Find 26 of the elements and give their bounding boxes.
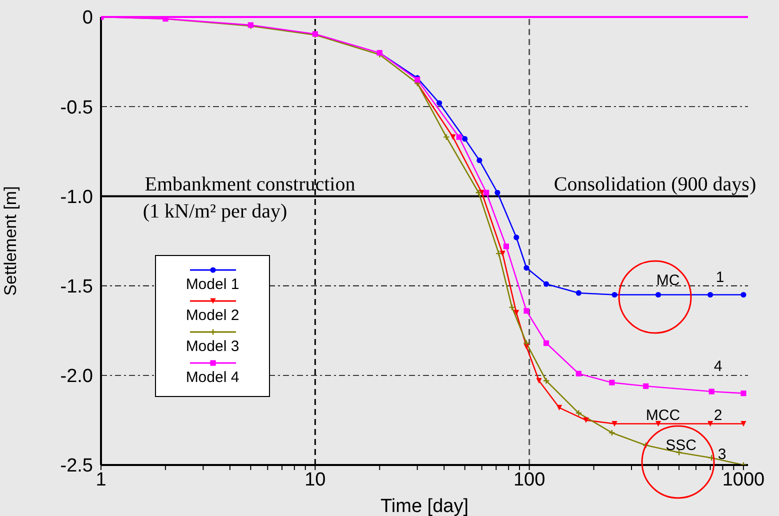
legend-label: Model 1 [184, 276, 240, 293]
annotation: MCC [646, 406, 680, 424]
annotation: Consolidation (900 days) [554, 174, 756, 196]
legend-label: Model 4 [184, 369, 240, 386]
annotation: 4 [714, 358, 722, 375]
annotation: 3 [718, 446, 726, 463]
x-tick-label: 10 [304, 469, 326, 490]
annotation: 2 [714, 406, 722, 424]
x-tick-label: 100 [513, 469, 546, 490]
y-axis-title: Settlement [m] [1, 186, 20, 296]
annotation: SSC [666, 436, 697, 454]
annotation: Embankment construction [144, 174, 356, 196]
x-tick-label: 1 [96, 469, 106, 490]
legend-label: Model 2 [184, 307, 240, 324]
annotation: 1 [716, 268, 724, 286]
x-axis-title: Time [day] [380, 496, 468, 516]
annotation: (1 kN/m² per day) [142, 200, 288, 223]
annotation: MC [656, 272, 680, 289]
y-tick-label: 0 [82, 8, 93, 29]
legend-label: Model 3 [184, 338, 240, 355]
y-tick-label: -2.5 [60, 456, 93, 477]
y-tick-label: -2.0 [60, 366, 93, 388]
x-tick-label: 1000 [722, 469, 765, 490]
y-tick-label: -1.0 [60, 186, 93, 208]
y-tick-label: -0.5 [60, 97, 93, 118]
y-tick-label: -1.5 [60, 276, 93, 298]
